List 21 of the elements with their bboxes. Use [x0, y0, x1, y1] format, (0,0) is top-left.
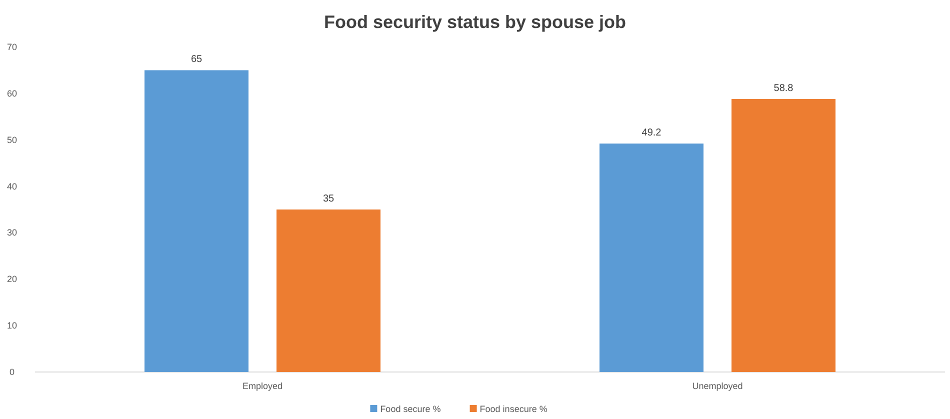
y-tick-label: 20: [6, 274, 18, 284]
y-tick-label: 40: [6, 181, 18, 192]
y-tick-label: 70: [6, 42, 18, 52]
legend-label: Food insecure %: [480, 404, 548, 414]
bar: [600, 144, 704, 372]
y-tick-label: 30: [6, 228, 18, 238]
legend-label: Food secure %: [380, 404, 441, 414]
data-label: 49.2: [642, 128, 662, 139]
y-tick-label: 50: [6, 134, 18, 145]
bar: [732, 99, 836, 372]
bar: [144, 70, 248, 372]
y-tick-label: 0: [9, 367, 15, 377]
data-label: 35: [322, 194, 334, 204]
bar: [276, 210, 380, 372]
y-tick-label: 60: [6, 88, 18, 98]
x-tick-label: Employed: [242, 381, 283, 391]
data-label: 65: [190, 54, 202, 66]
y-tick-label: 10: [6, 320, 18, 331]
data-label: 58.8: [774, 83, 794, 94]
chart-title: Food security status by spouse job: [324, 12, 626, 32]
x-tick-label: Unemployed: [692, 381, 743, 391]
